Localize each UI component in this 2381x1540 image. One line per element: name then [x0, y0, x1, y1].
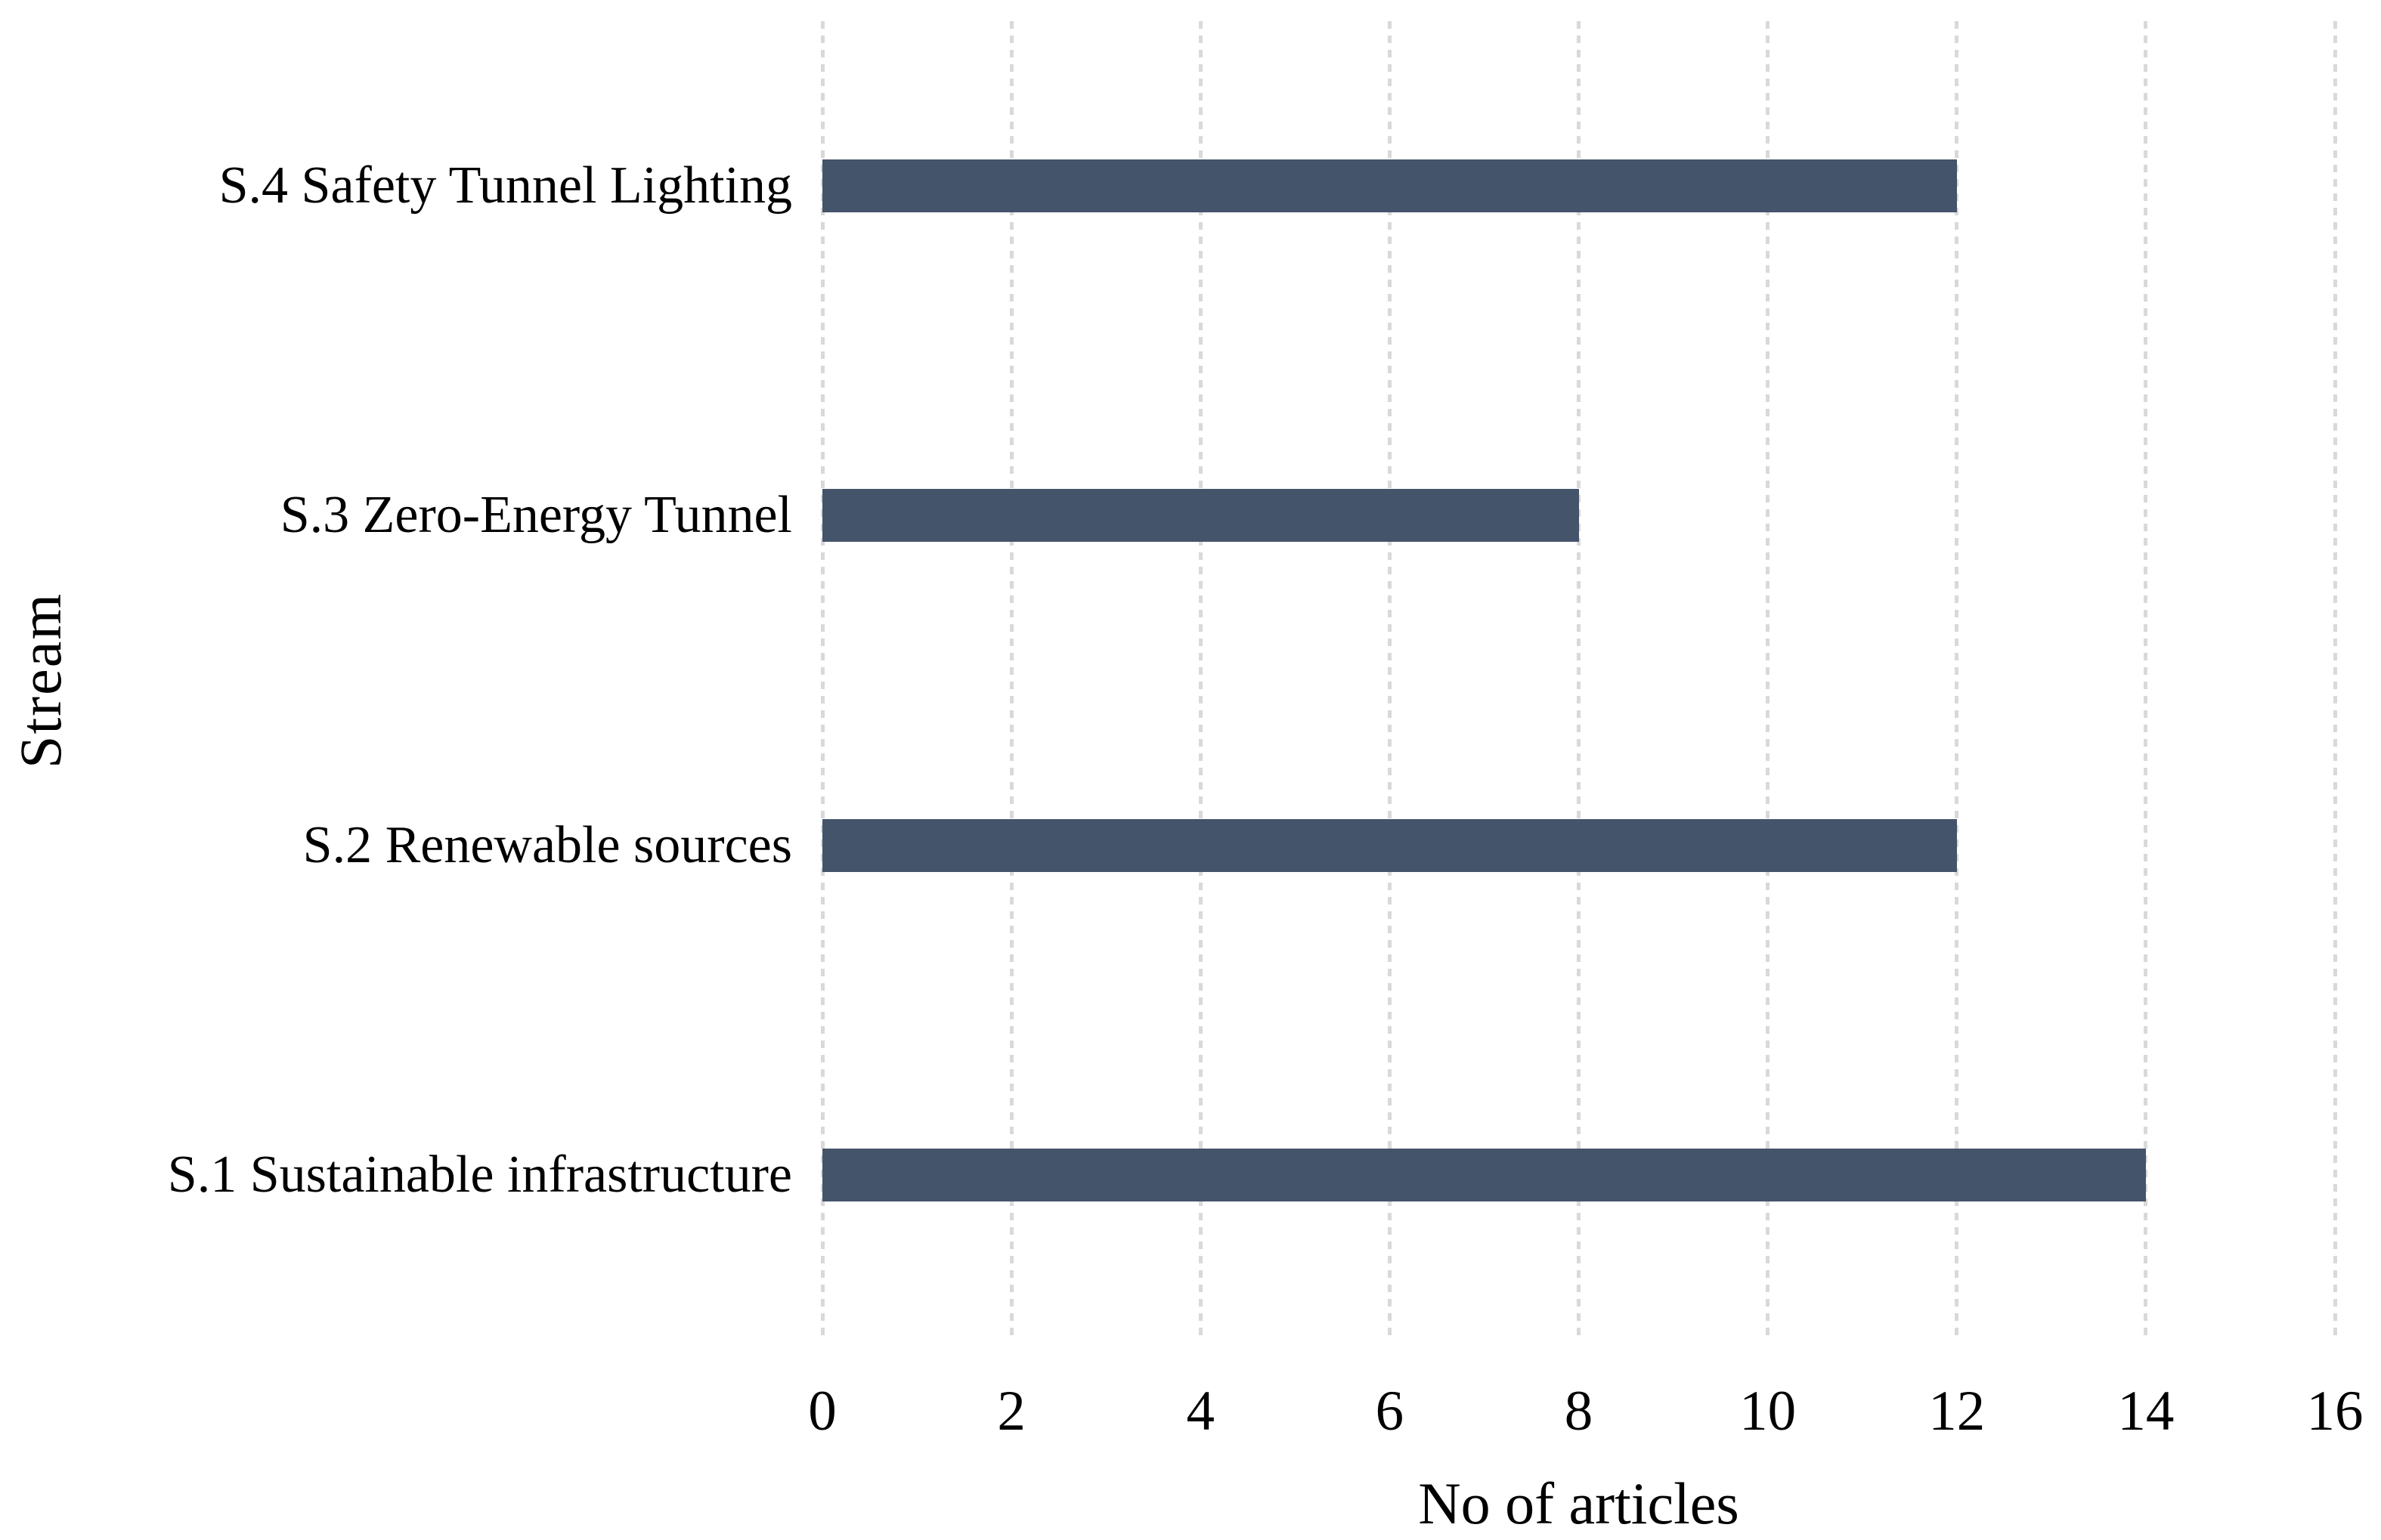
x-tick-label: 10	[1739, 1380, 1797, 1443]
category-label: S.2 Renewable sources	[302, 815, 792, 874]
gridline	[1387, 21, 1392, 1340]
x-tick-label: 8	[1564, 1380, 1593, 1443]
category-label: S.1 Sustainable infrastructure	[167, 1145, 792, 1204]
gridline	[2144, 21, 2148, 1340]
x-axis-title: No of articles	[1418, 1470, 1739, 1536]
bar	[822, 489, 1579, 543]
x-tick-label: 0	[808, 1380, 837, 1443]
x-tick-label: 2	[997, 1380, 1026, 1443]
gridline	[1577, 21, 1581, 1340]
gridline	[1009, 21, 1014, 1340]
category-label: S.4 Safety Tunnel Lighting	[218, 156, 792, 215]
x-tick-label: 14	[2117, 1380, 2175, 1443]
plot-area	[820, 21, 2337, 1340]
x-tick-label: 16	[2306, 1380, 2364, 1443]
category-label: S.3 Zero-Energy Tunnel	[280, 486, 792, 545]
gridline	[1766, 21, 1770, 1340]
gridline	[820, 21, 825, 1340]
x-tick-label: 12	[1928, 1380, 1986, 1443]
gridline	[2333, 21, 2337, 1340]
gridline	[1955, 21, 1959, 1340]
bar	[822, 818, 1957, 872]
bar	[822, 1148, 2146, 1201]
y-axis-title: Stream	[8, 592, 73, 768]
bar	[822, 159, 1957, 213]
x-tick-label: 6	[1375, 1380, 1404, 1443]
gridline	[1198, 21, 1203, 1340]
x-tick-label: 4	[1186, 1380, 1215, 1443]
